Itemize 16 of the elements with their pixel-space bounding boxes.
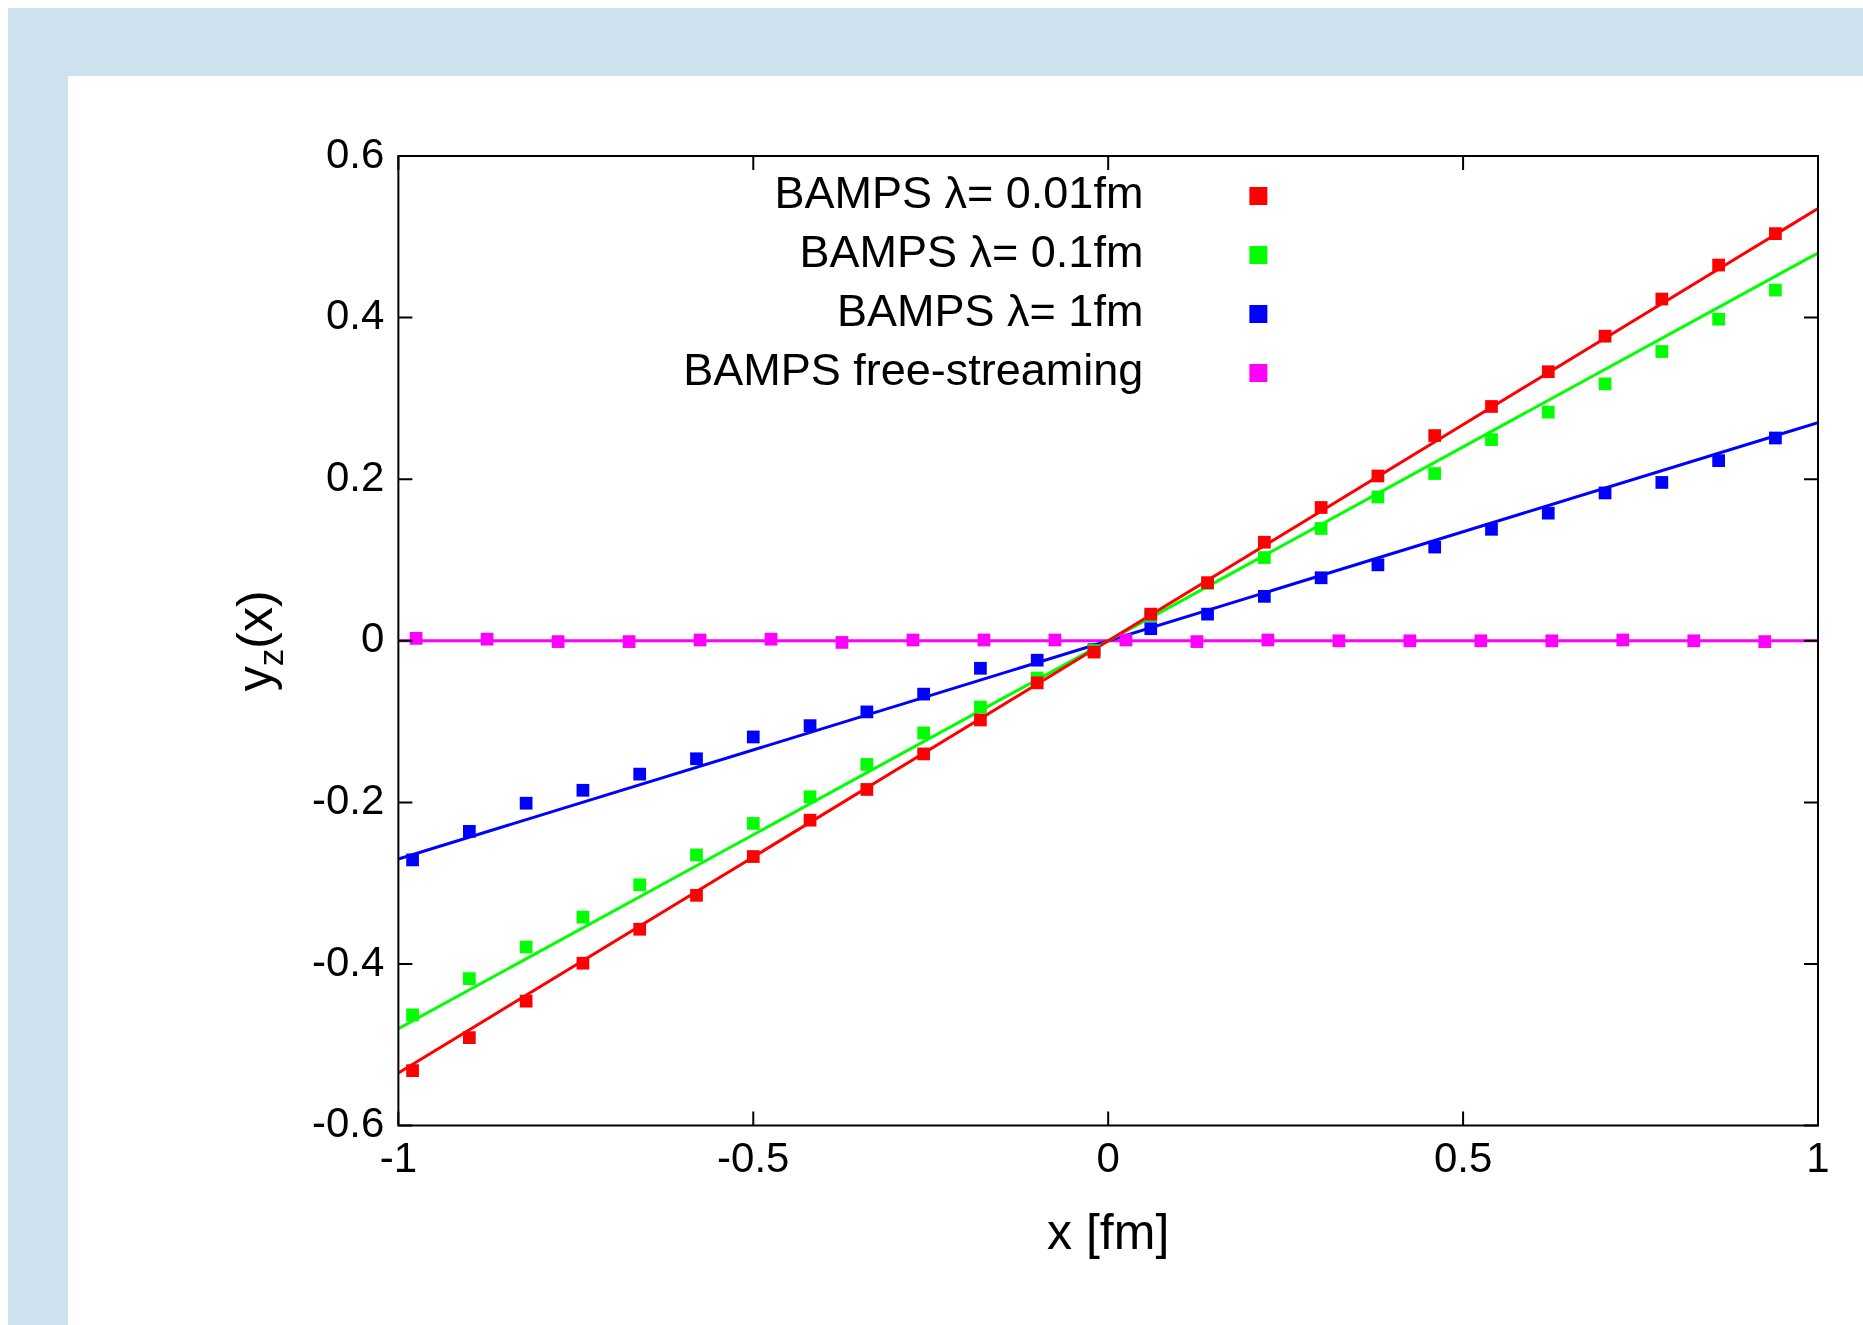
x-tick-label: 0 — [1096, 1134, 1120, 1182]
x-tick-label: 1 — [1806, 1134, 1830, 1182]
y-tick-label: 0 — [361, 614, 385, 662]
y-tick-label: -0.2 — [312, 775, 385, 823]
legend-label: BAMPS λ= 0.1fm — [799, 226, 1144, 278]
y-tick-label: 0.2 — [325, 452, 385, 500]
y-axis-title: yz(x) — [227, 590, 291, 692]
legend-label: BAMPS λ= 0.01fm — [774, 167, 1144, 219]
x-axis-title: x [fm] — [1047, 1204, 1170, 1261]
x-tick-label: -0.5 — [717, 1134, 790, 1182]
y-tick-label: 0.4 — [325, 291, 385, 339]
legend-label: BAMPS free-streaming — [683, 344, 1144, 396]
legend-label: BAMPS λ= 1fm — [837, 285, 1144, 337]
x-tick-label: 0.5 — [1433, 1134, 1493, 1182]
y-tick-label: 0.6 — [325, 129, 385, 177]
y-tick-label: -0.4 — [312, 937, 385, 985]
